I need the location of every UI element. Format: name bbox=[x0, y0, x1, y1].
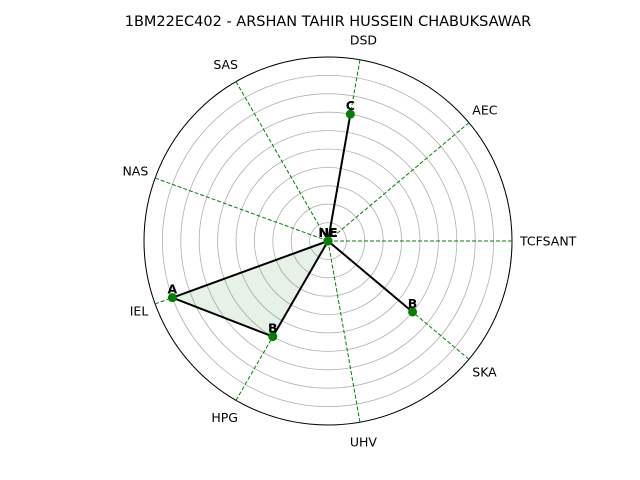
data-point bbox=[167, 293, 177, 303]
data-markers bbox=[167, 109, 418, 342]
series-line bbox=[171, 113, 414, 338]
axis-label: AEC bbox=[472, 102, 497, 117]
data-area bbox=[171, 113, 414, 338]
grade-label: A bbox=[168, 282, 178, 297]
grade-label: NE bbox=[318, 225, 337, 240]
axis-label: SKA bbox=[472, 365, 497, 380]
grade-label: C bbox=[346, 98, 355, 113]
chart-title: 1BM22EC402 - ARSHAN TAHIR HUSSEIN CHABUK… bbox=[125, 14, 532, 30]
data-point bbox=[268, 332, 278, 342]
grade-label: NE bbox=[318, 225, 337, 240]
axis-labels: TCFSANT AEC DSD SAS NAS IEL HPG UHV SKA bbox=[122, 33, 576, 450]
axis-label: HPG bbox=[211, 410, 238, 425]
axis-spoke bbox=[327, 122, 470, 242]
axis-label: SAS bbox=[213, 57, 238, 72]
axis-spoke bbox=[327, 240, 361, 423]
grade-label: B bbox=[408, 296, 418, 311]
axis-label: TCFSANT bbox=[519, 234, 577, 249]
axis-label: NAS bbox=[122, 164, 148, 179]
grade-label: B bbox=[268, 321, 278, 336]
grade-label: NE bbox=[318, 225, 337, 240]
data-point bbox=[323, 236, 333, 246]
grade-label: NE bbox=[318, 225, 337, 240]
axis-spoke bbox=[154, 177, 329, 242]
data-point bbox=[345, 109, 355, 119]
grade-label: NE bbox=[318, 225, 337, 240]
axis-label: UHV bbox=[350, 434, 378, 449]
data-point bbox=[408, 307, 418, 317]
axis-label: IEL bbox=[130, 303, 149, 318]
axis-spoke bbox=[235, 81, 329, 242]
axis-spokes bbox=[154, 59, 512, 423]
axis-label: DSD bbox=[350, 33, 377, 48]
